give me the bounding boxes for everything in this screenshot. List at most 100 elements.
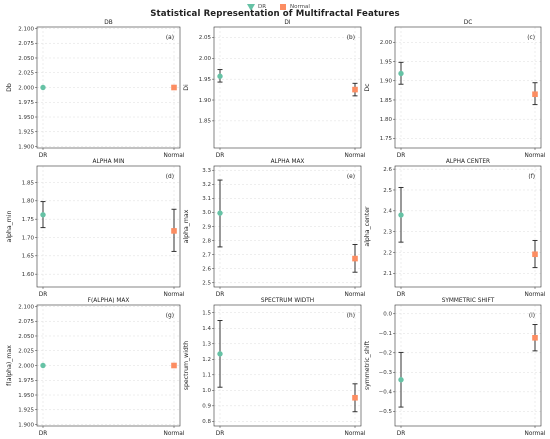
data-point-dr <box>398 212 404 218</box>
y-tick-label: 1.85 <box>22 180 35 186</box>
legend-label-normal: Normal <box>290 4 310 10</box>
y-axis-label: Db <box>6 83 13 92</box>
subplot-4: 1.60 1.65 1.70 1.75 1.80 1.85 DR Normal ALPHA MI… <box>6 159 185 298</box>
x-tick-label: DR <box>39 431 48 437</box>
y-axis-label: alpha_min <box>6 210 13 242</box>
y-tick-label: 2.050 <box>18 334 34 340</box>
data-point-normal <box>171 228 177 234</box>
subplot-title: F(ALPHA) MAX <box>88 298 130 304</box>
y-tick-label: 1.1 <box>202 373 211 379</box>
x-tick-label: Normal <box>525 431 546 437</box>
y-tick-label: 2.8 <box>202 238 211 244</box>
y-tick-label: 2.6 <box>383 167 392 173</box>
axes-frame <box>394 304 542 427</box>
y-tick-label: 2.100 <box>18 26 34 32</box>
y-tick-label: 1.900 <box>18 422 34 428</box>
y-tick-label: 2.6 <box>202 267 211 273</box>
subplot-title: DB <box>104 20 112 26</box>
x-tick-label: DR <box>216 431 225 437</box>
y-tick-label: 2.5 <box>202 281 211 287</box>
subplot-title: SPECTRUM WIDTH <box>261 298 314 304</box>
y-axis-label: alpha_center <box>364 206 371 247</box>
y-tick-label: 2.000 <box>18 363 34 369</box>
axes-frame <box>36 26 181 149</box>
subplot-title: ALPHA MAX <box>271 159 305 165</box>
y-axis-label: symmetric_shift <box>364 340 371 390</box>
y-tick-label: 1.925 <box>18 408 34 414</box>
data-point-normal <box>532 251 538 258</box>
x-tick-label: Normal <box>525 153 546 159</box>
subplot-title: DC <box>464 20 473 26</box>
y-tick-label: −0.2 <box>379 351 392 357</box>
data-point-dr <box>217 351 223 357</box>
y-tick-label: 1.5 <box>202 311 211 317</box>
y-tick-label: 2.000 <box>18 85 34 91</box>
figure-title: Statistical Representation of Multifract… <box>150 9 400 19</box>
y-tick-label: 1.75 <box>22 217 35 223</box>
y-tick-label: 3.1 <box>202 196 211 202</box>
y-tick-label: 1.60 <box>22 272 35 278</box>
subplot-5: 2.5 2.6 2.7 2.8 2.9 3.0 3.1 3.2 3.3 DR Normal ALPHA… <box>183 159 366 298</box>
panel-label: (i) <box>529 313 535 319</box>
y-tick-label: 1.4 <box>202 326 211 332</box>
panel-label: (f) <box>528 174 535 180</box>
x-tick-label: DR <box>397 292 406 298</box>
x-tick-label: DR <box>216 153 225 159</box>
subplot-title: ALPHA CENTER <box>446 159 490 165</box>
data-point-normal <box>171 84 177 91</box>
data-point-dr <box>40 362 46 369</box>
y-tick-label: 2.00 <box>199 56 212 62</box>
panel-label: (c) <box>527 35 535 41</box>
y-tick-label: 1.70 <box>22 235 35 241</box>
y-tick-label: 3.0 <box>202 210 211 216</box>
subplot-3: 1.75 1.80 1.85 1.90 1.95 2.00 DR Normal DC (c) Dc <box>364 20 546 159</box>
x-tick-label: Normal <box>345 292 366 298</box>
y-tick-label: 2.025 <box>18 349 34 355</box>
data-point-dr <box>398 70 404 77</box>
x-tick-label: DR <box>397 431 406 437</box>
axes-frame <box>36 165 181 288</box>
y-tick-label: 2.7 <box>202 252 211 258</box>
y-tick-label: 2.025 <box>18 71 34 77</box>
y-tick-label: 2.050 <box>18 56 34 62</box>
y-tick-label: 0.0 <box>383 312 392 318</box>
y-tick-label: 2.075 <box>18 41 34 47</box>
y-tick-label: 2.00 <box>380 40 393 46</box>
y-axis-label: alpha_max <box>183 209 190 243</box>
subplot-6: 2.1 2.2 2.3 2.4 2.5 2.6 DR Normal ALPHA CENTER (f… <box>364 159 546 298</box>
y-tick-label: 0.8 <box>202 419 211 425</box>
y-axis-label: Dc <box>364 83 371 92</box>
panel-label: (d) <box>166 174 174 180</box>
data-point-dr <box>40 84 46 91</box>
y-tick-label: 1.85 <box>199 119 212 125</box>
subplot-1: 1.900 1.925 1.950 1.975 2.000 2.025 2.050 2.075… <box>6 20 185 159</box>
y-tick-label: 1.3 <box>202 342 211 348</box>
y-tick-label: 2.4 <box>383 209 392 215</box>
x-tick-label: DR <box>39 292 48 298</box>
subplot-title: DI <box>284 20 290 26</box>
y-tick-label: 0.9 <box>202 404 211 410</box>
axes-frame <box>213 304 362 427</box>
x-tick-label: Normal <box>164 431 185 437</box>
y-axis-label: spectrum_width <box>183 341 190 391</box>
y-tick-label: 1.90 <box>199 98 212 104</box>
y-tick-label: 1.950 <box>18 393 34 399</box>
y-tick-label: 2.075 <box>18 319 34 325</box>
axes-frame <box>36 304 181 427</box>
axes-frame <box>213 26 362 149</box>
subplot-title: ALPHA MIN <box>93 159 125 165</box>
y-tick-label: 1.80 <box>380 117 393 123</box>
x-tick-label: DR <box>397 153 406 159</box>
y-tick-label: 1.90 <box>380 79 393 85</box>
y-tick-label: 1.75 <box>380 136 393 142</box>
panel-label: (e) <box>347 174 355 180</box>
y-tick-label: 1.95 <box>380 59 393 65</box>
y-tick-label: 3.2 <box>202 182 211 188</box>
y-tick-label: 1.95 <box>199 77 212 83</box>
data-point-normal <box>171 362 177 369</box>
y-axis-label: f(alpha)_max <box>6 345 13 386</box>
data-point-dr <box>40 212 46 218</box>
x-tick-label: Normal <box>345 153 366 159</box>
y-tick-label: −0.3 <box>379 370 393 376</box>
